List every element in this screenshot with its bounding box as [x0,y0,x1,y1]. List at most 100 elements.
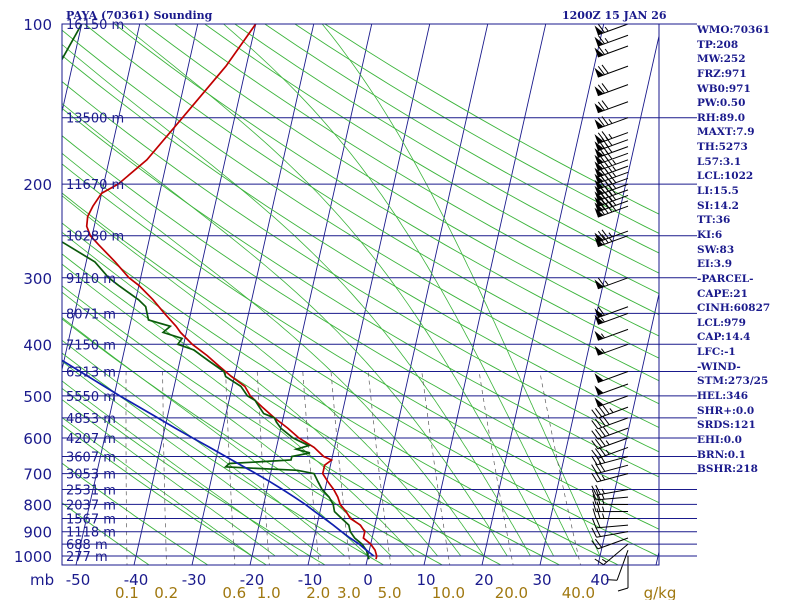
wind-barb-pennant [594,86,604,96]
wind-barb-shaft [596,489,629,496]
wind-barb-feather [591,485,597,496]
wind-barb-feather [595,526,601,537]
temperature-tick-label: -50 [66,571,91,589]
height-label: 1118 m [66,526,116,541]
x-axis-label: mb [30,571,54,589]
mixing-ratio-label: 2.0 [306,584,330,600]
index-item: SI:14.2 [697,199,739,212]
wind-barb-pennant [594,161,604,171]
mixing-ratio-unit: g/kg [644,584,677,600]
wind-barb-half-feather [609,408,614,413]
wind-barb-shaft [597,183,629,196]
dry-adiabat-line [62,387,326,565]
mixing-ratio-label: 0.1 [115,584,139,600]
dry-adiabat-line [84,24,659,382]
wind-barb [591,471,629,483]
wind-barb-feather [597,117,605,127]
temperature-tick-label: -30 [182,571,207,589]
index-item: WB0:971 [697,82,751,95]
wind-barb [592,501,629,513]
wind-barb-shaft [597,101,629,114]
wind-barb-shaft [597,395,629,408]
dry-adiabat-line [62,222,620,565]
wind-barb-pennant [594,148,604,158]
index-item: EHI:0.0 [697,433,742,446]
pressure-tick-label: 800 [23,496,52,514]
isotherm-line [597,291,659,565]
index-item: -WIND- [697,360,741,373]
height-label: 3607 m [66,451,116,466]
wind-barb-half-feather [608,133,613,139]
pressure-tick-label: 700 [23,466,52,484]
index-item: HEL:346 [697,390,749,403]
wind-barb-shaft [597,84,629,97]
dry-adiabat-line [62,192,659,557]
wind-barb-shaft [596,473,629,483]
wind-barb-feather [591,449,599,459]
wind-barb-half-feather [601,488,605,494]
index-item: CAP:14.4 [697,331,751,344]
wind-barb-shaft [597,45,629,58]
wind-barb-feather [598,406,606,416]
wind-barb-half-feather [605,449,610,455]
wind-barb-feather [595,484,601,495]
height-label: 2531 m [66,484,116,499]
isobar-lines [62,23,697,557]
height-label: 5550 m [66,390,116,405]
wind-barb-feather [597,45,605,55]
dry-adiabat-line [62,352,385,565]
wind-barb-pennant [594,308,604,318]
wind-barb-feather [597,101,605,111]
dry-adiabat-line [62,462,209,565]
wind-barb-feather [597,306,605,316]
isotherm-line [249,24,373,565]
index-item: MAXT:7.9 [697,126,755,139]
wind-barb [594,343,629,356]
dry-adiabat-line [144,24,659,337]
wind-barb-feather [598,427,606,437]
wind-barb-feather [598,417,606,427]
pressure-tick-label: 900 [23,524,52,542]
wind-barb [594,371,629,383]
mixing-ratio-label: 5.0 [378,584,402,600]
wind-barb-half-feather [608,119,613,124]
wind-barb-half-feather [612,166,617,171]
wind-barb-shaft [597,446,629,459]
wind-barb-pennant [594,330,604,341]
index-item: EI:3.9 [697,258,733,271]
wind-barb [594,312,629,325]
wind-barb-feather [597,66,605,75]
wind-barb-shaft [596,464,629,474]
dry-adiabat-line [62,107,659,478]
wind-barb-pennant [594,202,604,212]
wind-barb-shaft [597,427,629,440]
height-label: 16150 m [66,18,124,33]
index-item: TT:36 [697,214,731,227]
height-label: 4853 m [66,412,116,427]
wind-barb-feather [597,35,605,45]
index-item: SHR+:0.0 [697,404,755,417]
temperature-tick-label: -10 [298,571,323,589]
height-label: 277 m [66,550,108,565]
wind-barb [591,446,629,459]
wind-barb [591,405,629,419]
wind-barb-feather [602,405,610,415]
wind-barb-half-feather [612,159,617,165]
dry-adiabat-line [204,24,659,295]
wind-barb-feather [601,100,609,110]
mixing-ratio-label: 20.0 [495,584,528,600]
wind-barb-feather [617,587,629,592]
wind-barb [594,100,629,114]
temperature-tick-label: 20 [474,571,493,589]
wind-barb [594,277,629,290]
index-item: -PARCEL- [697,272,754,285]
wind-barb-feather [591,430,599,440]
wind-barb [591,526,629,538]
wind-barb-pennant [594,103,604,113]
mixing-ratio-label: 0.6 [222,584,246,600]
height-label: 1567 m [66,513,116,528]
wind-barb [594,156,629,172]
wind-barb-feather [595,428,603,439]
